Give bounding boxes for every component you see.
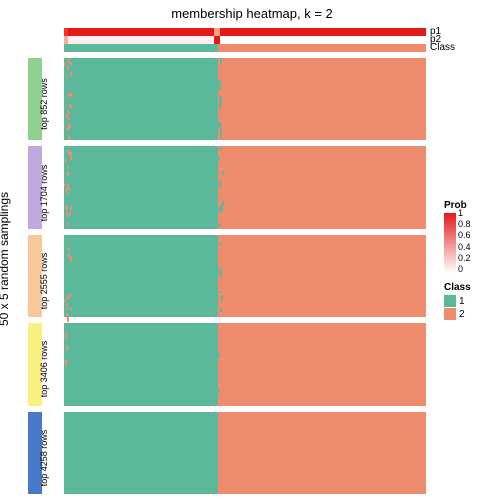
heat-cell-class1 [64, 412, 218, 494]
heat-cell-class1 [64, 146, 218, 228]
heat-cells [64, 412, 426, 494]
noise-strip-left [64, 58, 75, 140]
prob-tick: 0.4 [458, 243, 471, 252]
prob-tick: 0.2 [458, 254, 471, 263]
class-swatch [444, 295, 456, 307]
row-block: top 4258 rows [28, 412, 426, 494]
noise-strip-mid [218, 235, 224, 317]
prob-legend-title: Prob [444, 200, 502, 211]
anno-row: p2 [64, 36, 426, 44]
prob-tick: 1 [458, 209, 463, 218]
row-block: top 1704 rows [28, 146, 426, 228]
heat-cell-class2 [218, 58, 426, 140]
heat-cell-class2 [218, 235, 426, 317]
heat-cells [64, 146, 426, 228]
prob-gradient: 10.80.60.40.20 [444, 213, 456, 273]
row-label: top 852 rows [39, 78, 49, 130]
noise-strip-mid [218, 323, 222, 405]
heat-cell-class2 [218, 146, 426, 228]
row-label: top 2555 rows [39, 253, 49, 310]
class-label: 2 [459, 309, 465, 320]
prob-tick: 0.6 [458, 231, 471, 240]
anno-row: Class [64, 44, 426, 52]
top-annotations: p1p2Class [64, 28, 426, 52]
row-label: top 1704 rows [39, 164, 49, 221]
noise-strip-left [64, 235, 74, 317]
noise-strip-left [64, 146, 75, 228]
anno-segment [68, 36, 215, 44]
class-legend-item: 1 [444, 295, 502, 307]
row-label: top 4258 rows [39, 429, 49, 486]
row-label: top 3406 rows [39, 341, 49, 398]
heat-cell-class2 [218, 412, 426, 494]
anno-segment [64, 44, 218, 52]
anno-segment [220, 28, 426, 36]
heat-cells [64, 323, 426, 405]
class-legend-item: 2 [444, 308, 502, 320]
y-axis-label: 50 x 5 random samplings [0, 192, 11, 326]
heatmap-body: top 852 rows top 1704 rows top 2555 rows to… [28, 58, 426, 494]
class-label: 1 [459, 296, 465, 307]
row-block: top 3406 rows [28, 323, 426, 405]
heat-cells [64, 235, 426, 317]
row-block: top 2555 rows [28, 235, 426, 317]
heat-cell-class1 [64, 235, 218, 317]
heat-cell-class2 [218, 323, 426, 405]
noise-strip-mid [218, 58, 225, 140]
anno-segment [220, 36, 426, 44]
heat-cell-class1 [64, 58, 218, 140]
legend: Prob 10.80.60.40.20 Class 12 [444, 200, 502, 321]
prob-tick: 0 [458, 265, 463, 274]
chart-area: p1p2Class top 852 rows top 1704 rows top 2… [28, 28, 426, 494]
noise-strip-mid [218, 146, 226, 228]
anno-segment [68, 28, 215, 36]
anno-row: p1 [64, 28, 426, 36]
heat-cell-class1 [64, 323, 218, 405]
noise-strip-left [64, 323, 70, 405]
chart-title: membership heatmap, k = 2 [171, 6, 333, 21]
heat-cells [64, 58, 426, 140]
prob-tick: 0.8 [458, 220, 471, 229]
anno-segment [218, 44, 426, 52]
class-swatch [444, 308, 456, 320]
row-block: top 852 rows [28, 58, 426, 140]
anno-label: Class [430, 42, 455, 53]
class-legend-title: Class [444, 282, 502, 293]
